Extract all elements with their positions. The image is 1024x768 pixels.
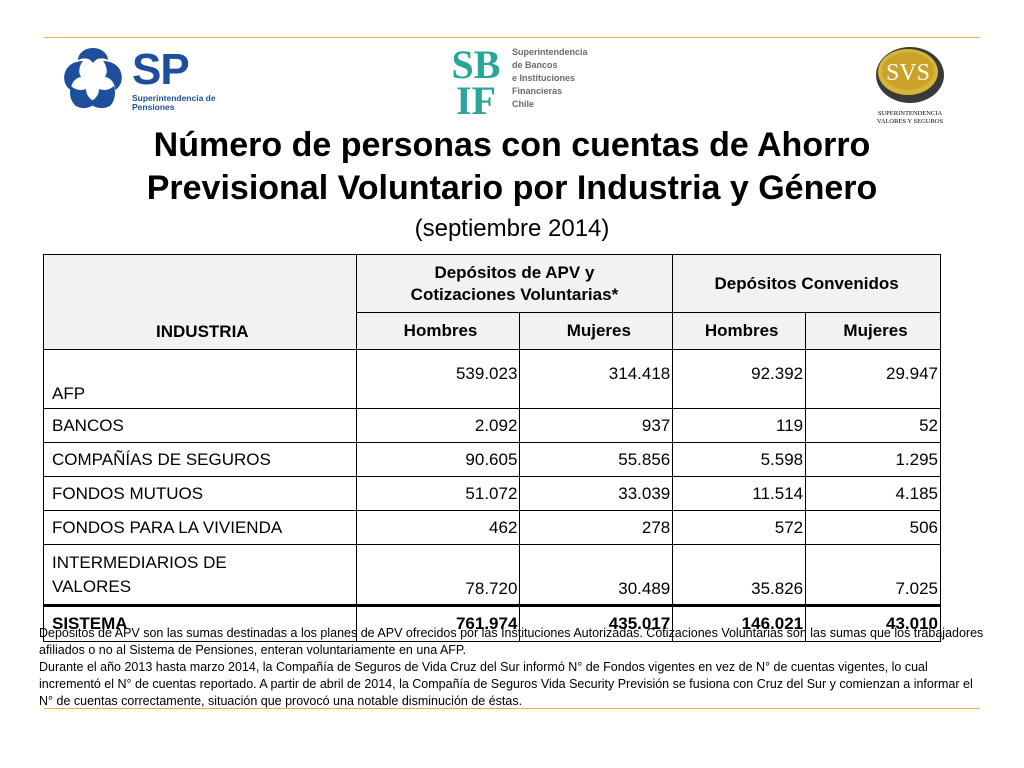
header-depositos-convenidos: Depósitos Convenidos — [672, 254, 941, 313]
row-value: 462 — [355, 510, 521, 545]
row-industry: FONDOS MUTUOS — [43, 476, 357, 511]
sp-logo-mark: SP — [132, 45, 190, 94]
svs-logo-mark: SVS — [876, 47, 944, 103]
table-row: INTERMEDIARIOS DE VALORES 78.720 30.489 … — [43, 544, 941, 606]
row-value: 29.947 — [805, 349, 941, 409]
svg-text:SB: SB — [452, 44, 501, 87]
header-hombres-apv: Hombres — [355, 312, 521, 350]
row-value: 1.295 — [805, 442, 941, 477]
row-value: 33.039 — [519, 476, 674, 511]
svs-logo-text: SUPERINTENDENCIA VALORES Y SEGUROS — [876, 110, 944, 125]
row-value: 314.418 — [519, 349, 674, 409]
sp-logo-text: Superintendencia de Pensiones — [132, 93, 216, 112]
footnote-apv: Depósitos de APV son las sumas destinada… — [39, 626, 984, 657]
row-value: 2.092 — [355, 408, 521, 443]
bottom-divider — [44, 708, 980, 709]
row-value: 506 — [805, 510, 941, 545]
sbif-logo-mark: SB IF — [452, 44, 501, 116]
row-value: 278 — [519, 510, 674, 545]
total-label: SISTEMA — [43, 604, 357, 642]
row-value: 78.720 — [355, 544, 521, 606]
table-row: AFP 539.023 314.418 92.392 29.947 — [43, 349, 941, 409]
row-value: 90.605 — [355, 442, 521, 477]
total-value: 761.974 — [355, 604, 521, 642]
row-value: 572 — [672, 510, 807, 545]
header-hombres-convenidos: Hombres — [672, 312, 807, 350]
sp-logo: SP Superintendencia de Pensiones — [58, 44, 218, 114]
page-title: Número de personas con cuentas de Ahorro… — [146, 126, 878, 207]
row-value: 937 — [519, 408, 674, 443]
row-value: 30.489 — [519, 544, 674, 606]
table-row: COMPAÑÍAS DE SEGUROS 90.605 55.856 5.598… — [43, 442, 941, 477]
row-industry: INTERMEDIARIOS DE VALORES — [43, 544, 357, 606]
row-industry: FONDOS PARA LA VIVIENDA — [43, 510, 357, 545]
sbif-logo: SB IF Superintendencia de Bancos e Insti… — [446, 44, 588, 116]
row-value: 35.826 — [672, 544, 807, 606]
header-mujeres-convenidos: Mujeres — [805, 312, 941, 350]
footnotes: Depósitos de APV son las sumas destinada… — [39, 625, 989, 710]
row-industry: BANCOS — [43, 408, 357, 443]
row-value: 4.185 — [805, 476, 941, 511]
page-subtitle: (septiembre 2014) — [414, 215, 610, 242]
table-row: FONDOS MUTUOS 51.072 33.039 11.514 4.185 — [43, 476, 941, 511]
header-mujeres-apv: Mujeres — [519, 312, 674, 350]
total-value: 435.017 — [519, 604, 674, 642]
row-industry: AFP — [43, 349, 357, 409]
row-value: 92.392 — [672, 349, 807, 409]
header-industria: INDUSTRIA — [43, 254, 357, 350]
row-value: 5.598 — [672, 442, 807, 477]
total-value: 43.010 — [805, 604, 941, 642]
row-value: 7.025 — [805, 544, 941, 606]
table-total-row: SISTEMA 761.974 435.017 146.021 43.010 — [43, 604, 941, 642]
row-value: 11.514 — [672, 476, 807, 511]
svg-text:SVS: SVS — [886, 60, 930, 86]
row-value: 55.856 — [519, 442, 674, 477]
row-value: 119 — [672, 408, 807, 443]
apv-table: INDUSTRIA Depósitos de APV y Cotizacione… — [43, 254, 941, 642]
row-value: 51.072 — [355, 476, 521, 511]
header-depositos-apv: Depósitos de APV y Cotizaciones Voluntar… — [355, 254, 674, 313]
table-row: BANCOS 2.092 937 119 52 — [43, 408, 941, 443]
row-value: 539.023 — [355, 349, 521, 409]
svg-text:IF: IF — [456, 78, 496, 116]
top-divider — [44, 37, 980, 38]
footnote-cruz-del-sur: Durante el año 2013 hasta marzo 2014, la… — [39, 660, 973, 708]
total-value: 146.021 — [672, 604, 807, 642]
sp-hands-icon — [64, 48, 122, 109]
table-row: FONDOS PARA LA VIVIENDA 462 278 572 506 — [43, 510, 941, 545]
row-value: 52 — [805, 408, 941, 443]
row-industry: COMPAÑÍAS DE SEGUROS — [43, 442, 357, 477]
svs-logo: SVS SUPERINTENDENCIA VALORES Y SEGUROS — [870, 44, 950, 128]
sbif-logo-text: Superintendencia de Bancos e Institucion… — [512, 47, 588, 109]
